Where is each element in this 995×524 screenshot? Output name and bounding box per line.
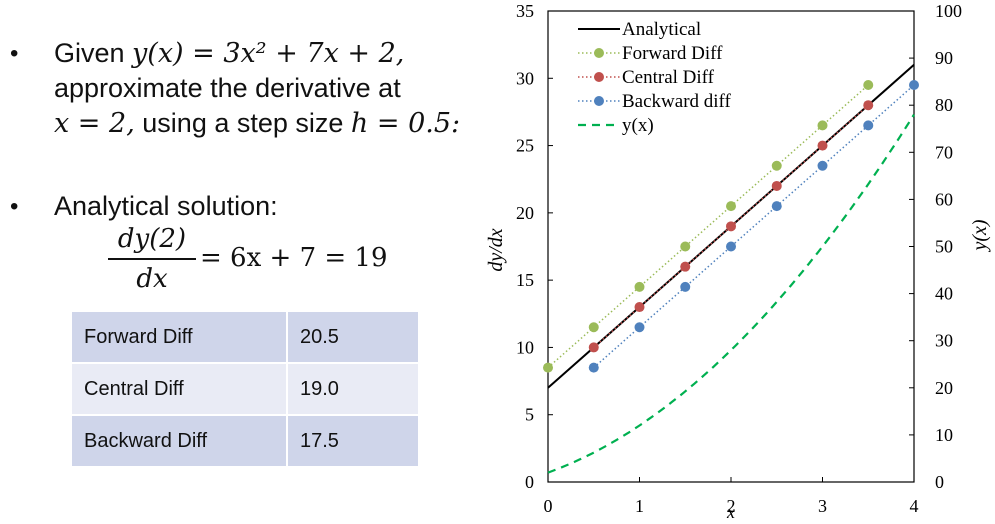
y2-tick-label: 40 (935, 284, 953, 304)
legend-label: y(x) (622, 115, 654, 136)
method-cell: Central Diff (72, 364, 288, 416)
y2-axis-label: y(x) (969, 219, 991, 252)
fraction-denominator: dx (136, 264, 168, 294)
y-tick-label: 0 (525, 472, 534, 492)
data-point (680, 241, 691, 252)
y2-tick-label: 0 (935, 472, 944, 492)
legend-label: Analytical (622, 19, 701, 40)
h-equals: h = 0.5: (350, 108, 461, 139)
analytical-label: Analytical solution: (54, 191, 278, 221)
y2-tick-label: 60 (935, 189, 953, 209)
bullet-1: • (10, 40, 19, 67)
value-cell: 17.5 (288, 416, 420, 468)
method-cell: Forward Diff (72, 312, 288, 364)
data-point (771, 201, 782, 212)
analytical-result: = 6x + 7 = 19 (200, 243, 388, 273)
data-point (543, 362, 553, 373)
y-tick-label: 5 (525, 405, 534, 425)
legend-label: Backward diff (622, 91, 732, 112)
legend-marker (594, 96, 604, 106)
value-cell: 19.0 (288, 364, 420, 416)
y2-tick-label: 20 (935, 378, 953, 398)
y2-tick-label: 10 (935, 425, 953, 445)
y2-tick-label: 30 (935, 331, 953, 351)
series-line-y-x- (547, 114, 915, 474)
results-table: Forward Diff 20.5 Central Diff 19.0 Back… (72, 312, 420, 468)
value-cell: 20.5 (288, 312, 420, 364)
data-point (634, 302, 645, 313)
table-row: Backward Diff 17.5 (72, 416, 420, 468)
data-point (726, 201, 736, 212)
given-expression: y(x) = 3x² + 7x + 2, (132, 38, 405, 69)
legend-marker (594, 72, 604, 82)
fraction-bar (108, 258, 196, 260)
y-tick-label: 25 (516, 136, 534, 156)
y2-tick-label: 50 (935, 237, 953, 257)
data-point (726, 221, 736, 232)
x-tick-label: 1 (635, 496, 644, 516)
data-point (771, 160, 782, 171)
x-tick-label: 2 (727, 496, 736, 516)
data-point (817, 120, 828, 131)
x-axis-label: x (726, 502, 735, 522)
data-point (588, 362, 599, 373)
x-tick-label: 3 (818, 496, 827, 516)
y-tick-label: 20 (516, 203, 534, 223)
legend-marker (594, 48, 604, 58)
x-tick-label: 0 (544, 496, 553, 516)
x-equals: x = 2, (54, 108, 135, 139)
data-point (817, 140, 828, 151)
data-point (634, 322, 645, 333)
y-tick-label: 10 (516, 337, 534, 357)
y-tick-label: 15 (516, 270, 534, 290)
fraction-numerator: dy(2) (117, 224, 187, 254)
step-line: x = 2, using a step size h = 0.5: (54, 105, 460, 142)
y2-tick-label: 90 (935, 48, 953, 68)
y-axis-label: dy/dx (485, 228, 507, 271)
data-point (680, 281, 691, 292)
given-line: Given y(x) = 3x² + 7x + 2, (54, 35, 404, 72)
data-point (680, 261, 691, 272)
data-point (726, 241, 736, 252)
legend-label: Central Diff (622, 67, 715, 88)
step-text: using a step size (134, 108, 351, 138)
data-point (863, 80, 874, 91)
data-point (817, 160, 828, 171)
data-point (863, 100, 874, 111)
derivative-chart: 0 5 10 15 20 25 30 35 0 10 20 30 40 50 60 70 80 90 100 0 1 2 3… (485, 1, 991, 522)
legend-label: Forward Diff (622, 43, 723, 64)
data-point (588, 322, 599, 333)
data-point (771, 180, 782, 191)
approx-line: approximate the derivative at (54, 73, 401, 103)
data-point (909, 80, 919, 91)
y2-tick-label: 100 (935, 1, 962, 21)
x-tick-label: 4 (910, 496, 919, 516)
table-row: Central Diff 19.0 (72, 364, 420, 416)
bullet-2: • (10, 193, 19, 220)
table-row: Forward Diff 20.5 (72, 312, 420, 364)
y2-tick-label: 70 (935, 142, 953, 162)
y-tick-label: 30 (516, 68, 534, 88)
data-point (634, 281, 645, 292)
method-cell: Backward Diff (72, 416, 288, 468)
data-point (588, 342, 599, 353)
y2-tick-label: 80 (935, 95, 953, 115)
data-point (863, 120, 874, 131)
given-prefix: Given (54, 38, 133, 68)
derivative-fraction: dy(2) dx (108, 222, 196, 296)
y-tick-label: 35 (516, 1, 534, 21)
